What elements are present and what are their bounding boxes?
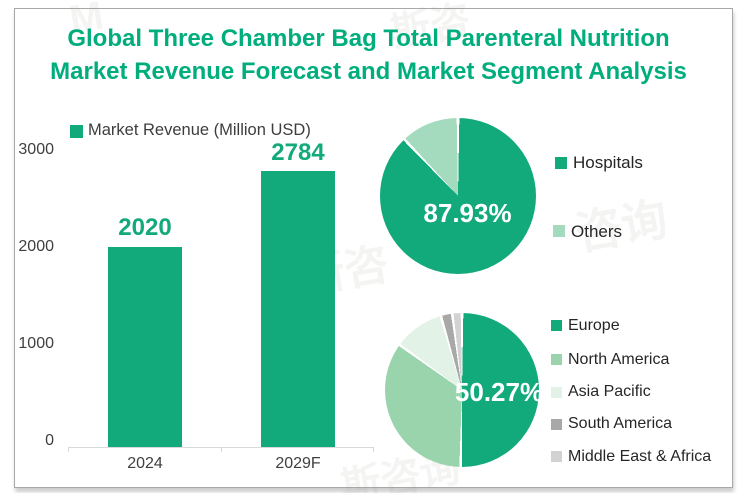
bar-2024 [108,247,182,447]
x-axis-label-2029f: 2029F [275,455,321,472]
pie-slice-label: 50.27% [454,377,544,407]
pie-slice-label: 87.93% [423,198,512,228]
x-axis-tick [68,447,69,452]
y-axis-tick-label: 3000 [18,141,54,158]
legend-swatch [70,125,83,138]
page-title-line1: Global Three Chamber Bag Total Parentera… [67,25,670,52]
legend-swatch [555,157,567,169]
legend-item-europe: Europe [568,317,620,334]
x-axis-label-2024: 2024 [127,455,163,472]
x-axis-tick [221,447,222,452]
y-axis-tick-label: 1000 [18,335,54,352]
pie-regions [385,313,539,467]
y-axis-tick-label: 2000 [18,238,54,255]
legend-swatch [553,225,565,237]
legend-swatch [551,354,562,365]
page-title-line2: Market Revenue Forecast and Market Segme… [50,58,687,85]
y-axis-tick-label: 0 [45,432,54,449]
bar-legend-label: Market Revenue (Million USD) [88,121,311,139]
legend-item-south-america: South America [568,415,673,432]
legend-swatch [551,419,562,430]
page-title: Global Three Chamber Bag Total Parentera… [20,22,717,88]
bar-value-label: 2784 [271,139,325,166]
legend-item-middle-east-africa: Middle East & Africa [568,448,712,465]
legend-swatch [551,451,562,462]
legend-item-others: Others [571,222,623,241]
legend-swatch [551,320,562,331]
legend-item-hospitals: Hospitals [573,153,643,172]
bar-value-label: 2020 [118,214,172,241]
legend-item-asia-pacific: Asia Pacific [568,383,651,400]
x-axis-tick [373,447,374,452]
bar-2029f [261,171,335,447]
pie-segments [380,118,536,274]
legend-swatch [551,387,562,398]
legend-item-north-america: North America [568,351,670,368]
